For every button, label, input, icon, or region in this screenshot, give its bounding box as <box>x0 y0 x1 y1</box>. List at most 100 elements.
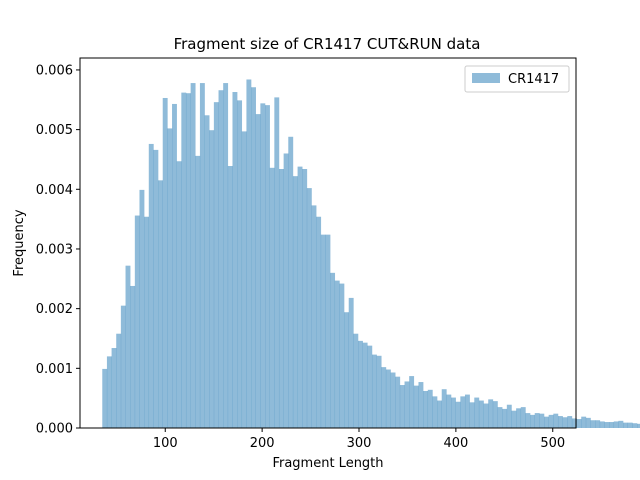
y-tick-label: 0.005 <box>36 123 73 138</box>
histogram-bar <box>353 333 359 428</box>
histogram-bar <box>278 169 284 428</box>
plot-frame <box>79 57 577 429</box>
histogram-bar <box>134 215 140 428</box>
histogram-bar <box>292 176 298 428</box>
histogram-bar <box>199 83 205 428</box>
histogram-bar <box>218 90 224 429</box>
histogram-bar <box>316 216 322 428</box>
histogram-bar <box>167 128 173 428</box>
histogram-bar <box>492 401 498 428</box>
y-tick-label: 0.006 <box>36 63 73 78</box>
y-tick-label: 0.003 <box>36 242 73 257</box>
histogram-bar <box>520 407 526 428</box>
y-axis-label: Frequency <box>12 209 27 276</box>
bars-group <box>102 79 640 429</box>
histogram-bar <box>478 400 484 428</box>
chart-title: Fragment size of CR1417 CUT&RUN data <box>174 35 481 53</box>
x-tick-label: 200 <box>250 436 275 451</box>
histogram-bar <box>446 394 452 428</box>
histogram-bar <box>516 408 522 428</box>
histogram-bar <box>111 348 117 428</box>
histogram-bar <box>162 97 168 428</box>
histogram-bar <box>260 103 266 429</box>
histogram-bar <box>269 167 275 428</box>
histogram-bar <box>548 414 554 428</box>
histogram-bar <box>604 422 610 428</box>
histogram-bar <box>158 180 163 428</box>
histogram-bar <box>102 368 108 428</box>
histogram-bar <box>213 102 219 429</box>
histogram-bar <box>460 396 466 428</box>
histogram-bar <box>125 265 131 428</box>
histogram-bar <box>227 166 233 429</box>
histogram-bar <box>474 397 480 428</box>
histogram-bar <box>618 420 624 428</box>
histogram-bar <box>232 92 238 429</box>
histogram-bar <box>534 413 540 428</box>
histogram-bar <box>371 354 377 428</box>
histogram-bar <box>613 421 619 428</box>
histogram-bar <box>288 136 294 428</box>
histogram-bar <box>525 413 531 428</box>
histogram-bar <box>376 355 382 428</box>
histogram-bar <box>246 79 252 428</box>
histogram-bar <box>358 340 363 428</box>
histogram-bar <box>283 153 289 428</box>
histogram-bar <box>557 416 563 428</box>
histogram-bar <box>404 381 410 428</box>
y-tick-label: 0.001 <box>36 362 73 377</box>
histogram-bar <box>320 234 326 428</box>
histogram-bar <box>153 149 159 428</box>
histogram-bar <box>413 385 419 428</box>
histogram-bar <box>576 419 582 428</box>
histogram-bar <box>599 421 605 428</box>
histogram-bar <box>464 394 470 428</box>
histogram-bar <box>567 416 573 428</box>
histogram-bar <box>139 189 145 428</box>
histogram-bar <box>455 401 461 428</box>
histogram-bar <box>437 400 442 428</box>
histogram-bar <box>311 205 317 428</box>
histogram-bar <box>306 188 312 428</box>
histogram-bar <box>581 416 587 428</box>
histogram-bar <box>181 92 187 428</box>
histogram-bar <box>627 422 633 428</box>
histogram-bar <box>637 423 640 428</box>
histogram-bar <box>185 93 191 428</box>
histogram-bar <box>571 418 577 428</box>
histogram-bar <box>595 420 601 428</box>
histogram-bar <box>362 342 368 428</box>
histogram-bar <box>506 404 512 428</box>
histogram-bar <box>390 372 396 428</box>
legend-box <box>464 65 570 93</box>
histogram-bar <box>116 333 122 428</box>
histogram-bar <box>623 422 628 428</box>
histogram-bar <box>297 166 303 428</box>
histogram-bar <box>441 389 447 428</box>
histogram-bar <box>418 382 424 428</box>
histogram-bar <box>539 413 545 428</box>
histogram-bar <box>590 420 596 428</box>
y-tick-label: 0.004 <box>36 183 73 198</box>
histogram-bar <box>106 356 112 428</box>
histogram-bar <box>409 376 415 428</box>
histogram-bar <box>339 283 345 428</box>
histogram-bar <box>423 391 429 428</box>
histogram-bar <box>176 161 182 428</box>
histogram-bar <box>237 100 243 428</box>
histogram-bar <box>511 410 517 428</box>
histogram-bar <box>190 83 196 428</box>
x-tick-label: 300 <box>347 436 372 451</box>
histogram-bar <box>120 305 126 428</box>
histogram-bar <box>469 402 475 428</box>
histogram-bar <box>130 285 136 428</box>
legend: CR1417 <box>464 65 570 93</box>
histogram-bar <box>502 408 508 428</box>
histogram-bar <box>325 234 331 428</box>
y-tick-label: 0.002 <box>36 302 73 317</box>
x-axis-label: Fragment Length <box>272 456 383 471</box>
histogram-bar <box>274 97 280 429</box>
histogram-bar <box>497 407 503 428</box>
histogram-bar <box>302 169 308 428</box>
histogram-bar <box>427 389 433 428</box>
